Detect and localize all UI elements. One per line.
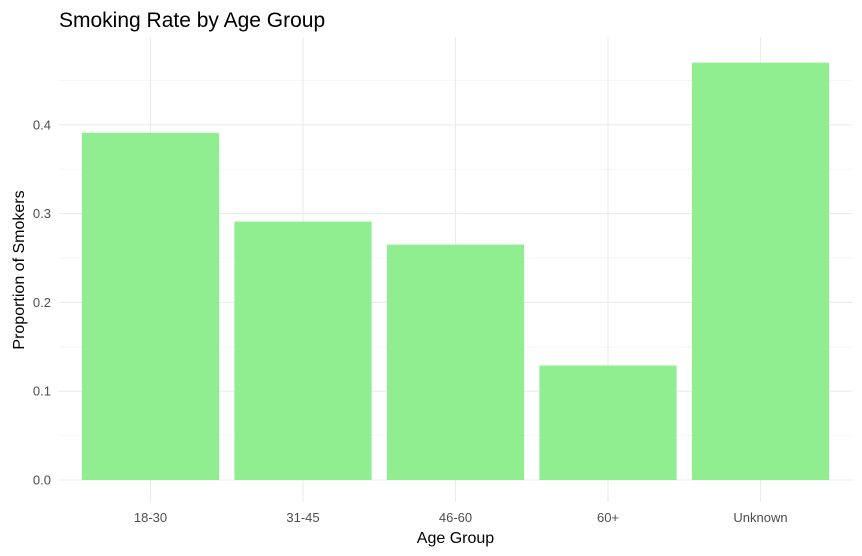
bar-60- bbox=[539, 365, 677, 480]
x-tick-label: Unknown bbox=[733, 510, 787, 525]
bar-18-30 bbox=[81, 132, 220, 481]
x-tick-label: 18-30 bbox=[134, 510, 167, 525]
y-axis-title: Proportion of Smokers bbox=[11, 190, 28, 349]
y-tick-label: 0.0 bbox=[33, 473, 51, 488]
y-tick-label: 0.3 bbox=[33, 206, 51, 221]
x-axis-ticks: 18-30 31-45 46-60 60+ Unknown bbox=[134, 510, 788, 525]
y-tick-label: 0.1 bbox=[33, 384, 51, 399]
x-tick-label: 60+ bbox=[597, 510, 619, 525]
x-tick-label: 31-45 bbox=[286, 510, 319, 525]
bar-46-60 bbox=[386, 244, 525, 480]
bar-unknown bbox=[691, 62, 830, 480]
chart-title: Smoking Rate by Age Group bbox=[59, 9, 325, 32]
y-tick-label: 0.2 bbox=[33, 295, 51, 310]
y-axis-ticks: 0.0 0.1 0.2 0.3 0.4 bbox=[33, 117, 51, 487]
bars bbox=[81, 62, 830, 481]
x-axis-title: Age Group bbox=[417, 530, 494, 547]
x-tick-label: 46-60 bbox=[439, 510, 472, 525]
bar-31-45 bbox=[234, 221, 372, 481]
y-tick-label: 0.4 bbox=[33, 117, 51, 132]
